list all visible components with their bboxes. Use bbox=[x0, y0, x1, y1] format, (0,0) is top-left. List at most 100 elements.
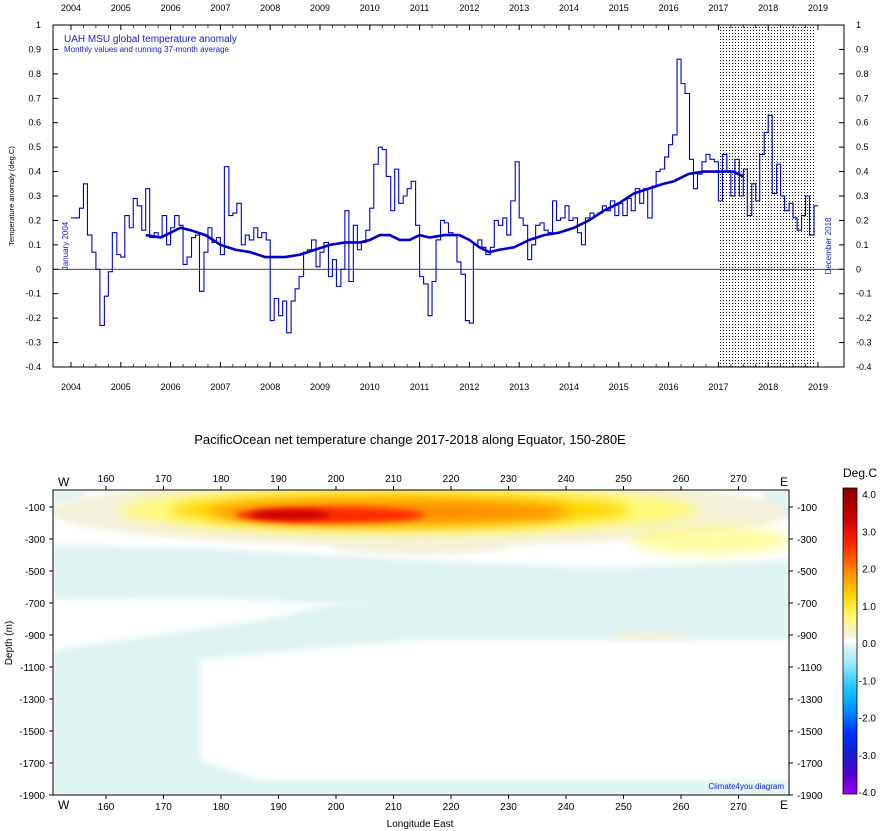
lon-label: 220 bbox=[443, 474, 460, 485]
pacific-temperature-section: PacificOcean net temperature change 2017… bbox=[4, 432, 877, 830]
x-tick-label: 2019 bbox=[808, 382, 828, 392]
depth-label: -1700 bbox=[19, 759, 45, 770]
colorbar-label: -2.0 bbox=[859, 714, 877, 725]
longitude-ticks bbox=[49, 486, 793, 799]
y-tick-labels-left: -0.4 -0.3 -0.2 -0.1 0 0.1 0.2 0.3 0.4 0.5 0.6 0.7 0.… bbox=[25, 20, 41, 372]
y-tick-label: -0.4 bbox=[25, 362, 41, 372]
x-tick-label: 2013 bbox=[509, 3, 529, 13]
y-tick-labels-right: -0.4 -0.3 -0.2 -0.1 0 0.1 0.2 0.3 0.4 0.5 0.6 0.7 0.… bbox=[856, 20, 872, 372]
x-tick-label: 2018 bbox=[758, 382, 778, 392]
x-tick-label: 2007 bbox=[210, 382, 230, 392]
y-tick-label: 0.1 bbox=[28, 240, 41, 250]
colorbar-label: -3.0 bbox=[859, 751, 877, 762]
colorbar-label: -4.0 bbox=[859, 788, 877, 799]
y-tick-label: 0.2 bbox=[28, 215, 41, 225]
lon-label: 270 bbox=[730, 802, 747, 813]
x-tick-label: 2008 bbox=[260, 382, 280, 392]
depth-label: -1700 bbox=[797, 759, 823, 770]
west-edge-label: W bbox=[58, 475, 70, 489]
chart-title: UAH MSU global temperature anomaly bbox=[64, 34, 237, 45]
lon-label: 250 bbox=[615, 474, 632, 485]
chart-subtitle: Monthly values and running 37-month aver… bbox=[64, 45, 230, 54]
longitude-labels-bottom: 160 170 180 190 200 210 220 230 240 250 260 270 bbox=[98, 802, 748, 813]
cool-anomaly-region bbox=[53, 545, 789, 610]
depth-label: -1300 bbox=[19, 695, 45, 706]
x-tick-label: 2009 bbox=[310, 382, 330, 392]
x-tick-label: 2014 bbox=[559, 382, 579, 392]
x-tick-label: 2008 bbox=[260, 3, 280, 13]
section-frame bbox=[52, 489, 790, 796]
depth-label: -1900 bbox=[797, 791, 823, 802]
depth-label: -1500 bbox=[19, 727, 45, 738]
x-tick-label: 2010 bbox=[360, 3, 380, 13]
running-average-series bbox=[145, 170, 744, 259]
lon-label: 240 bbox=[558, 802, 575, 813]
west-edge-label-bottom: W bbox=[58, 798, 70, 812]
credit-text: Climate4you diagram bbox=[708, 782, 784, 791]
depth-label: -700 bbox=[797, 599, 817, 610]
y-tick-label: 0.3 bbox=[856, 191, 869, 201]
lon-label: 270 bbox=[730, 474, 747, 485]
depth-label: -700 bbox=[25, 599, 45, 610]
x-tick-label: 2016 bbox=[659, 382, 679, 392]
y-tick-label: -0.2 bbox=[856, 313, 872, 323]
lon-label: 210 bbox=[385, 802, 402, 813]
depth-label: -500 bbox=[25, 567, 45, 578]
colorbar-label: 0.0 bbox=[862, 639, 876, 650]
monthly-values-series bbox=[71, 58, 819, 334]
y-tick-label: 0.5 bbox=[28, 142, 41, 152]
y-tick-label: 0 bbox=[36, 264, 41, 274]
y-tick-label: 0.6 bbox=[28, 118, 41, 128]
longitude-labels-top: 160 170 180 190 200 210 220 230 240 250 260 270 bbox=[98, 474, 748, 485]
warm-anomaly-region bbox=[330, 535, 510, 555]
lon-label: 230 bbox=[500, 802, 517, 813]
x-axis-label: Longitude East bbox=[387, 819, 454, 830]
x-tick-label: 2010 bbox=[360, 382, 380, 392]
x-tick-label: 2017 bbox=[708, 3, 728, 13]
y-axis-label: Depth (m) bbox=[4, 621, 15, 665]
section-title: PacificOcean net temperature change 2017… bbox=[194, 432, 626, 447]
x-tick-label: 2013 bbox=[509, 382, 529, 392]
y-tick-label: 1 bbox=[36, 20, 41, 30]
depth-label: -500 bbox=[797, 567, 817, 578]
colorbar-label: -1.0 bbox=[859, 676, 877, 687]
y-tick-label: -0.1 bbox=[856, 289, 872, 299]
y-tick-label: 0 bbox=[856, 264, 861, 274]
y-tick-label: 0.9 bbox=[28, 44, 41, 54]
y-tick-label: 0.3 bbox=[28, 191, 41, 201]
y-tick-label: 0.4 bbox=[28, 167, 41, 177]
x-tick-label: 2012 bbox=[459, 3, 479, 13]
lon-label: 250 bbox=[615, 802, 632, 813]
y-tick-label: -0.3 bbox=[25, 338, 41, 348]
y-tick-label: 0.6 bbox=[856, 118, 869, 128]
x-tick-label: 2018 bbox=[758, 3, 778, 13]
lon-label: 220 bbox=[443, 802, 460, 813]
lon-label: 200 bbox=[328, 802, 345, 813]
x-tick-label: 2014 bbox=[559, 3, 579, 13]
colorbar-title: Deg.C bbox=[843, 466, 877, 480]
depth-label: -900 bbox=[25, 631, 45, 642]
lon-label: 180 bbox=[213, 802, 230, 813]
lon-label: 170 bbox=[155, 802, 172, 813]
y-tick-label: 0.7 bbox=[28, 93, 41, 103]
x-tick-label: 2011 bbox=[410, 3, 429, 13]
depth-labels-left: -100 -300 -500 -700 -900 -1100 -1300 -1500 -1700… bbox=[19, 503, 45, 802]
y-tick-label: 0.7 bbox=[856, 93, 869, 103]
colorbar-label: 2.0 bbox=[862, 565, 876, 576]
x-tick-labels-top: 2004 2005 2006 2007 2008 2009 2010 2011 2012 2013… bbox=[61, 3, 828, 13]
warm-anomaly-core bbox=[250, 510, 330, 520]
x-tick-label: 2015 bbox=[609, 382, 629, 392]
east-edge-label-bottom: E bbox=[780, 798, 788, 812]
y-tick-label: 0.2 bbox=[856, 215, 869, 225]
depth-label: -1900 bbox=[19, 791, 45, 802]
x-tick-label: 2004 bbox=[61, 3, 81, 13]
plot-frame bbox=[52, 24, 845, 368]
lon-label: 260 bbox=[673, 474, 690, 485]
warm-anomaly-region bbox=[630, 526, 789, 554]
y-tick-label: 0.5 bbox=[856, 142, 869, 152]
y-tick-label: -0.3 bbox=[856, 338, 872, 348]
lon-label: 200 bbox=[328, 474, 345, 485]
warm-anomaly-region bbox=[610, 632, 690, 640]
x-tick-label: 2009 bbox=[310, 3, 330, 13]
